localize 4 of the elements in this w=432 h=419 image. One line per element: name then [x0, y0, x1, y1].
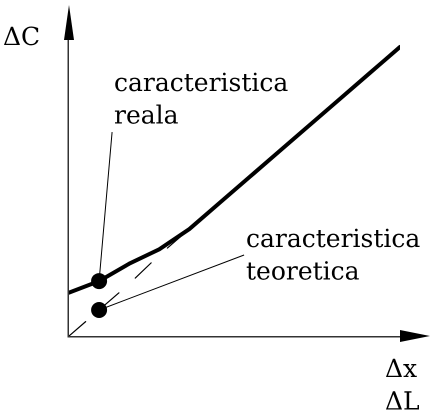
y-axis-title: ΔC	[3, 22, 40, 51]
x-axis-title: Δx ΔL	[385, 354, 420, 416]
series-label: caracteristica reala	[114, 68, 288, 130]
text: caracteristica teoretica	[246, 224, 420, 286]
